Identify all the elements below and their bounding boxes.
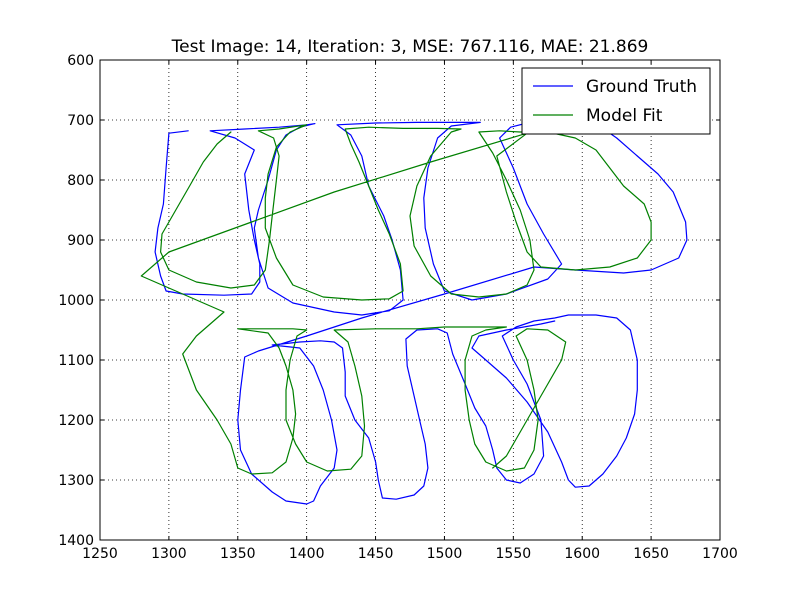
series-line-model-fit [140,124,652,475]
y-tick-label: 1400 [58,533,94,549]
y-tick-label: 900 [67,233,94,249]
chart-title: Test Image: 14, Iteration: 3, MSE: 767.1… [171,37,649,57]
y-tick-label: 1300 [58,473,94,489]
x-tick-label: 1400 [289,546,325,562]
x-tick-label: 1300 [151,546,187,562]
series-layer [140,118,688,505]
x-tick-label: 1450 [358,546,394,562]
x-tick-label: 1600 [564,546,600,562]
y-tick-label: 800 [67,173,94,189]
y-tick-label: 1100 [58,353,94,369]
series-line-ground-truth [154,118,688,505]
x-tick-label: 1500 [427,546,463,562]
x-tick-label: 1700 [702,546,738,562]
y-tick-label: 1000 [58,293,94,309]
y-tick-label: 1200 [58,413,94,429]
legend-label-model-fit: Model Fit [586,106,663,126]
legend-frame [521,67,711,135]
y-tick-label: 700 [67,113,94,129]
legend-label-ground-truth: Ground Truth [586,77,697,97]
y-tick-label: 600 [67,53,94,69]
x-tick-label: 1250 [82,546,118,562]
legend: Ground Truth Model Fit [521,67,711,135]
tick-layer: 1250 1300 1350 1400 1450 1500 1550 1600 1650 1700… [58,53,737,562]
x-tick-label: 1650 [633,546,669,562]
x-tick-label: 1350 [220,546,256,562]
x-tick-label: 1550 [496,546,532,562]
